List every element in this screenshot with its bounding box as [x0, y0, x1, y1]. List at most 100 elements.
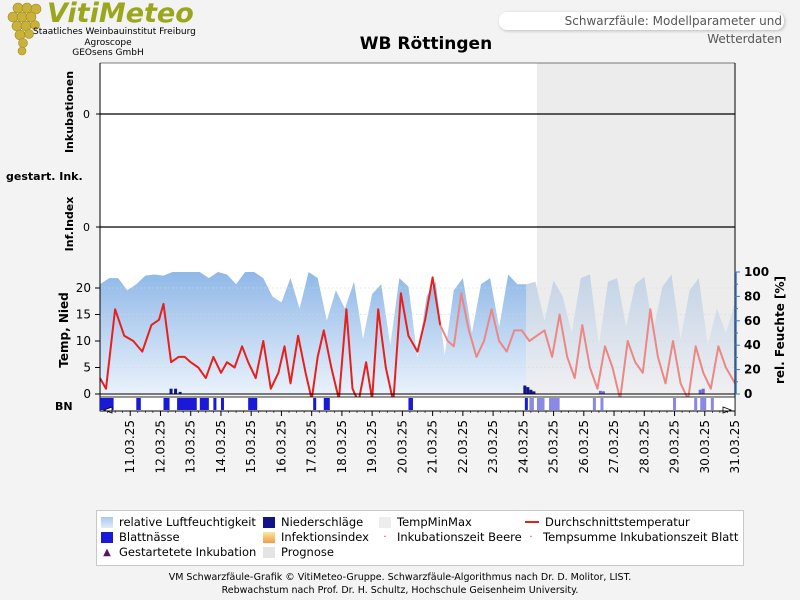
leaf-wetness-bar: [536, 398, 545, 410]
bn-label: BN: [55, 400, 73, 413]
leaf-dot-icon: ·: [529, 531, 533, 543]
leaf-wetness-bar: [710, 398, 714, 410]
grape-logo-icon: [7, 2, 42, 56]
leaf-wetness-bar: [177, 398, 197, 410]
x-date-label: 25.03.25: [547, 420, 561, 473]
institute-line-2: Agroscope: [84, 38, 132, 48]
infection-tick-label: 0: [83, 221, 90, 234]
leaf-wetness-bar: [549, 398, 560, 410]
incubation-tick-label: 0: [83, 108, 90, 121]
legend-item-leafwetness: Blattnässe: [101, 530, 180, 544]
humidity-area: [100, 272, 527, 394]
leaf-wetness-bar: [600, 398, 604, 410]
leaf-wetness-bar: [408, 398, 413, 410]
temperature-line: [99, 276, 442, 403]
legend-item-started-incubation: ▲ Gestartetete Inkubation: [101, 545, 256, 559]
app-name: VitiMeteo: [47, 0, 194, 29]
leaf-wetness-bar: [220, 398, 224, 410]
leaf-wetness-bar: [136, 398, 141, 410]
precipitation-bar: [601, 391, 605, 394]
leaf-wetness-bar: [524, 398, 528, 410]
temp-tick-label: 10: [76, 334, 91, 348]
logo: VitiMeteo Staatliches Weinbauinstitut Fr…: [0, 0, 196, 60]
precipitation-bar: [698, 389, 702, 394]
started-incubation-label: gestart. Ink.: [6, 170, 83, 183]
infection-axis-label: Inf.Index: [63, 197, 76, 252]
x-date-label: 22.03.25: [456, 420, 470, 473]
humidity-tick-label: 100: [744, 265, 769, 279]
triangle-icon: ▲: [103, 546, 111, 558]
x-date-label: 21.03.25: [426, 420, 440, 473]
x-date-label: 12.03.25: [153, 420, 167, 473]
temp-line-icon: [525, 521, 539, 523]
legend-item-precipitation: Niederschläge: [263, 515, 363, 529]
legend-label: Niederschläge: [281, 515, 364, 529]
chart-title: WB Röttingen: [359, 34, 493, 54]
humidity-tick-label: 80: [744, 289, 761, 303]
legend-label: Inkubationszeit Beere: [397, 530, 522, 544]
temperature-line-forecast: [439, 292, 736, 401]
leaf-wetness-bar: [199, 398, 209, 410]
humidity-tick-label: 40: [744, 338, 761, 352]
minmax-swatch-icon: [379, 516, 391, 528]
leafwet-swatch-icon: [101, 531, 113, 543]
x-date-label: 16.03.25: [274, 420, 288, 473]
legend-label: Infektionsindex: [281, 530, 369, 544]
precip-swatch-icon: [263, 516, 275, 528]
leaf-wetness-bar: [100, 398, 114, 410]
humidity-swatch-icon: [101, 516, 113, 528]
legend: relative Luftfeuchtigkeit Niederschläge …: [96, 510, 744, 566]
legend-item-temperature: Durchschnittstemperatur: [525, 515, 690, 529]
legend-label: TempMinMax: [397, 515, 472, 529]
legend-label: Blattnässe: [119, 530, 180, 544]
legend-label: Durchschnittstemperatur: [545, 515, 690, 529]
precipitation-bar: [169, 388, 173, 394]
footer-line-1: VM Schwarzfäule-Grafik © VitiMeteo-Grupp…: [168, 572, 632, 583]
legend-label: Prognose: [281, 545, 334, 559]
incubation-axis-label: Inkubationen: [63, 71, 76, 153]
leaf-wetness-bar: [694, 398, 698, 410]
x-date-label: 24.03.25: [516, 420, 530, 473]
x-date-label: 30.03.25: [698, 420, 712, 473]
precipitation-bar: [523, 385, 527, 394]
legend-item-infection-index: Infektionsindex: [263, 530, 369, 544]
x-date-label: 17.03.25: [305, 420, 319, 473]
precipitation-bar: [598, 390, 602, 394]
leaf-wetness-bar: [163, 398, 170, 410]
precipitation-bar: [532, 391, 536, 394]
legend-label: Gestartetete Inkubation: [119, 545, 257, 559]
leaf-wetness-bar: [673, 398, 677, 410]
x-date-label: 28.03.25: [637, 420, 651, 473]
humidity-tick-label: 60: [744, 314, 761, 328]
legend-item-tempminmax: TempMinMax: [379, 515, 472, 529]
legend-item-humidity: relative Luftfeuchtigkeit: [101, 515, 256, 529]
leaf-wetness-bar: [700, 398, 707, 410]
humidity-tick-label: 20: [744, 363, 761, 377]
temp-tick-label: 20: [76, 281, 91, 295]
x-date-label: 29.03.25: [668, 420, 682, 473]
x-date-label: 18.03.25: [335, 420, 349, 473]
precipitation-bar: [174, 388, 178, 394]
legend-item-incubation-berry: · Inkubationszeit Beere: [379, 530, 522, 544]
x-date-label: 11.03.25: [123, 420, 137, 473]
leaf-wetness-bar: [529, 398, 534, 410]
leaf-wetness-bar: [592, 398, 596, 410]
humidity-axis-label: rel. Feuchte [%]: [773, 276, 787, 384]
temp-tick-label: 15: [76, 308, 91, 322]
precipitation-bar: [529, 389, 533, 394]
page-title: Schwarzfäule: Modellparameter und Wetter…: [499, 12, 784, 46]
x-date-label: 23.03.25: [486, 420, 500, 473]
humidity-area-forecast: [526, 274, 735, 394]
leaf-wetness-bar: [248, 398, 258, 410]
x-date-label: 13.03.25: [184, 420, 198, 473]
institute-line-3: GEOsens GmbH: [72, 48, 144, 58]
x-date-label: 14.03.25: [214, 420, 228, 473]
precipitation-bar: [178, 391, 182, 394]
temp-tick-label: 0: [83, 387, 91, 401]
legend-item-forecast: Prognose: [263, 545, 334, 559]
leaf-wetness-bar: [213, 398, 217, 410]
infidx-swatch-icon: [263, 531, 275, 543]
legend-label: relative Luftfeuchtigkeit: [119, 515, 256, 529]
temp-tick-label: 5: [83, 361, 91, 375]
